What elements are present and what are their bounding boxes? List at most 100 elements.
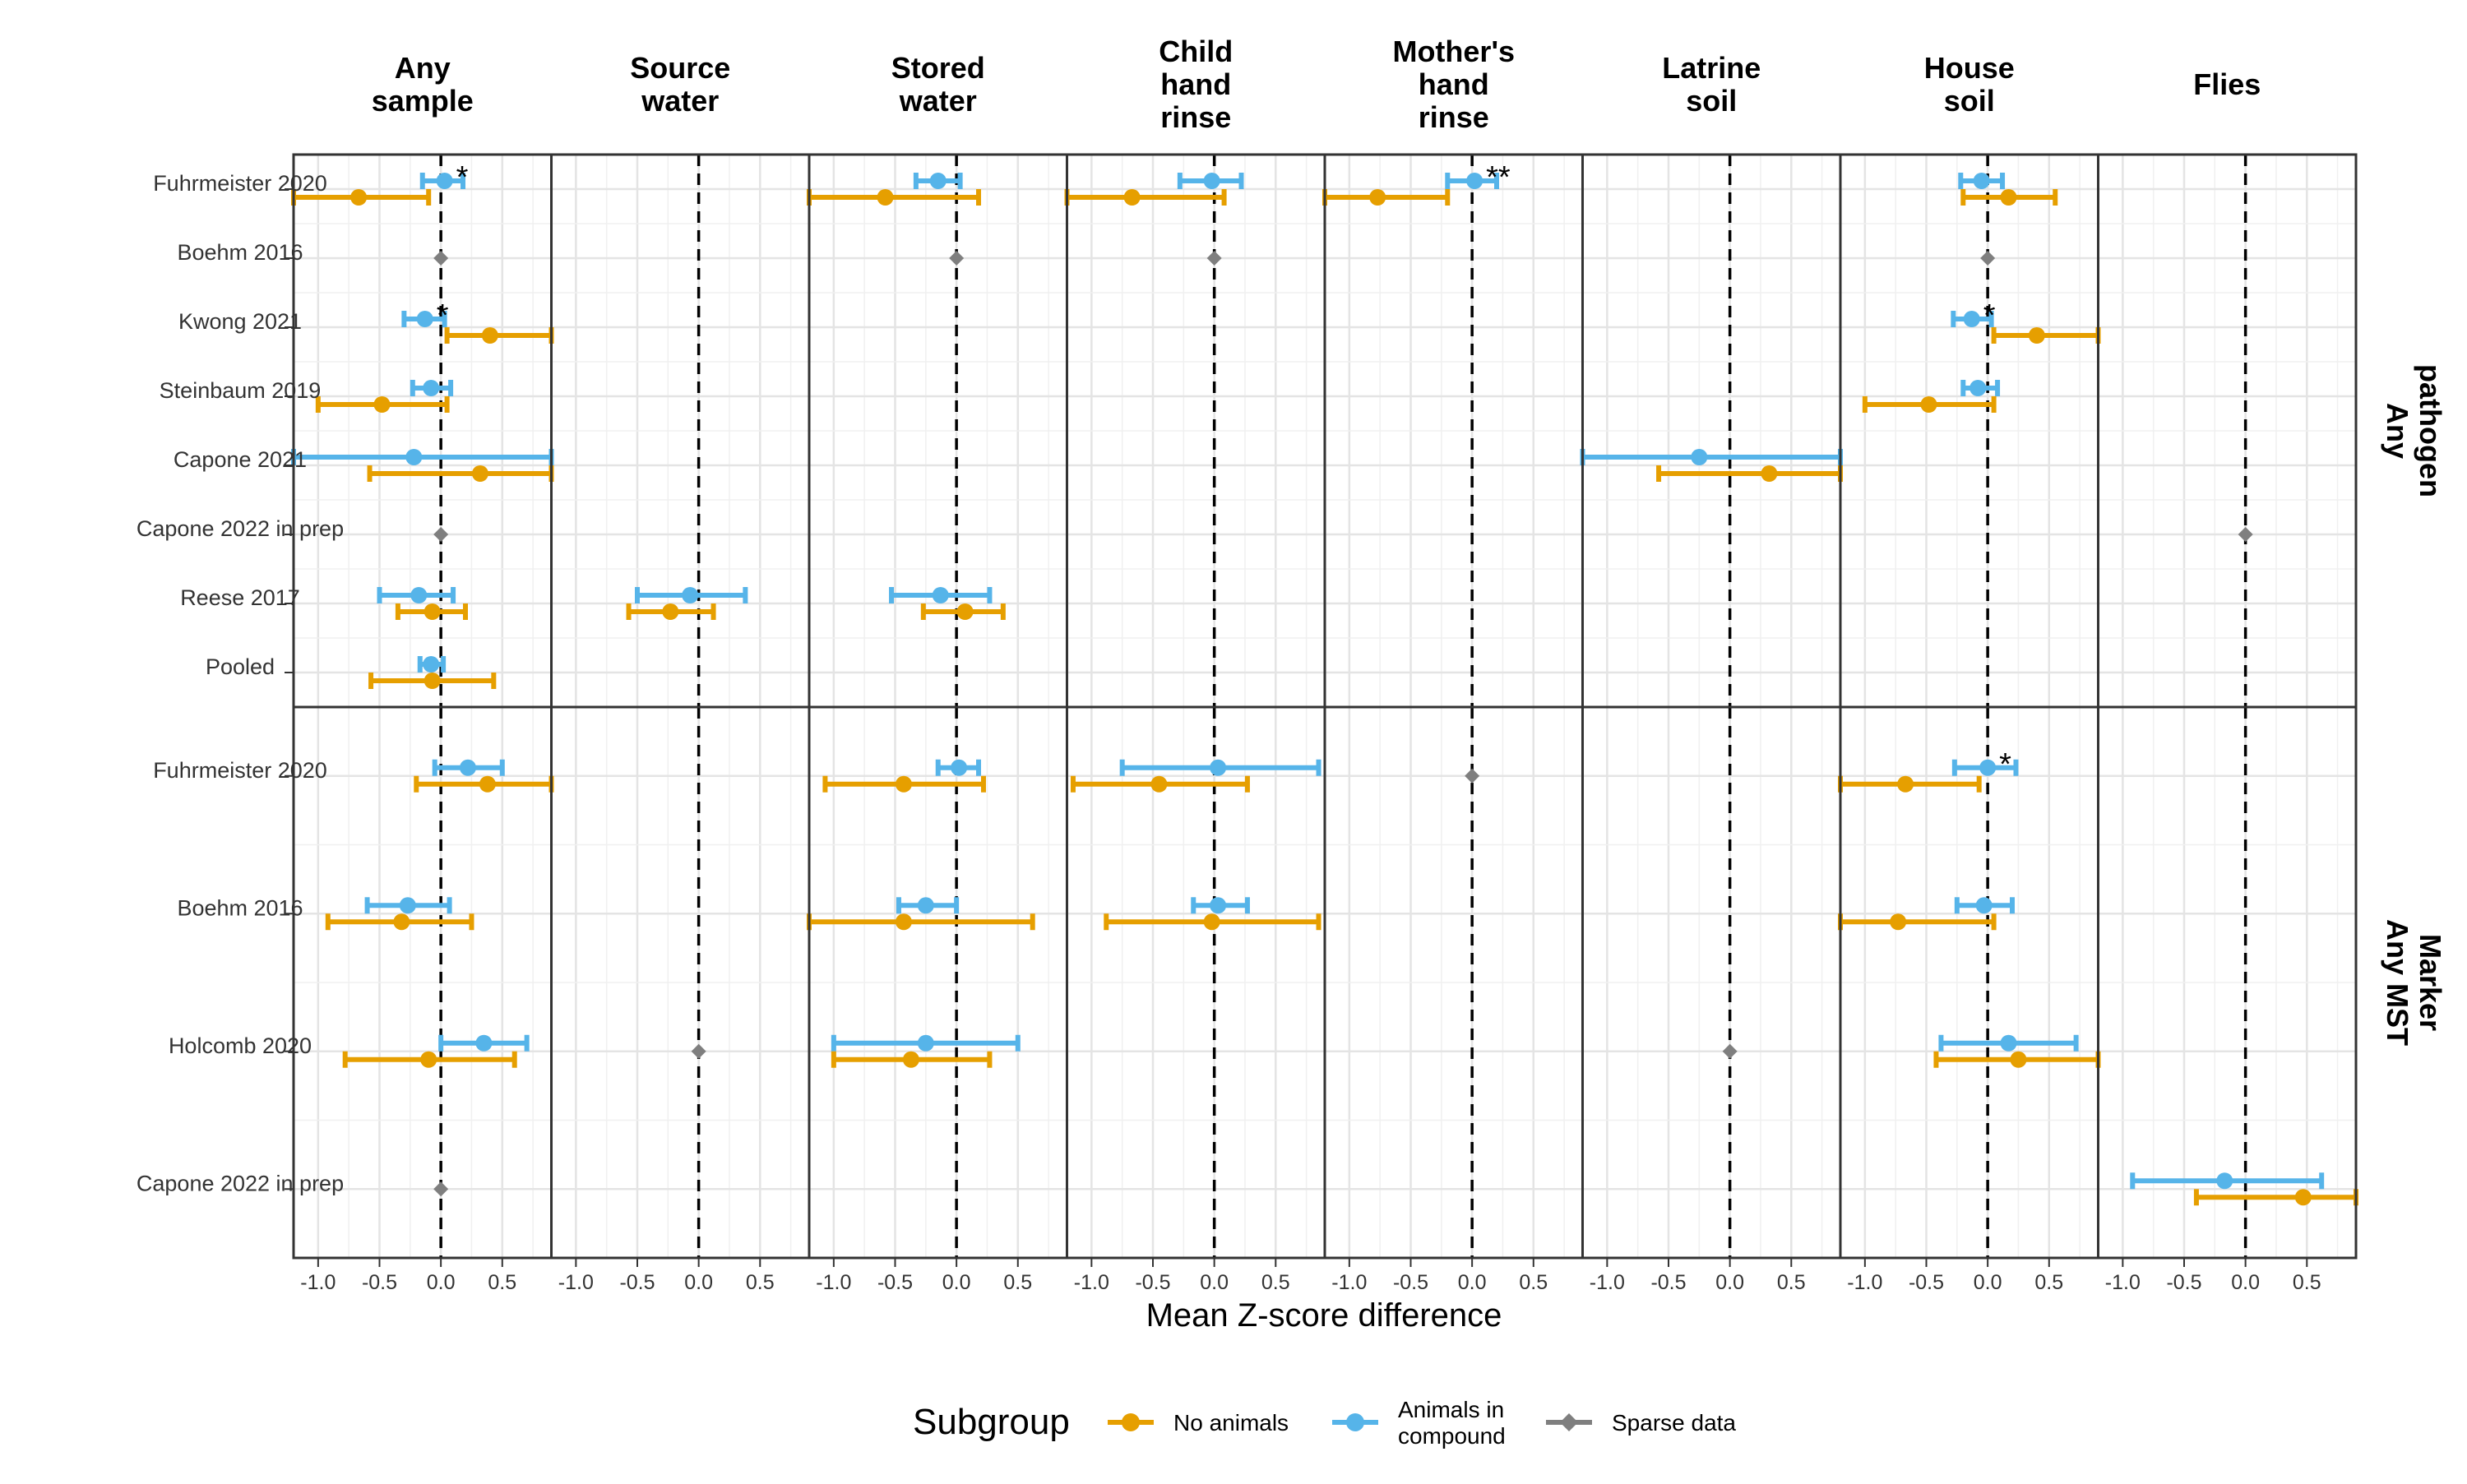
row-strip-title: Anypathogen: [2381, 364, 2447, 497]
significance-marker: *: [456, 160, 469, 195]
facet-title-line: hand: [1160, 67, 1231, 101]
animals-estimate-point: [2216, 1172, 2233, 1190]
animals-estimate-point: [399, 897, 416, 914]
legend-title: Subgroup: [913, 1402, 1070, 1442]
facet-title-line: hand: [1419, 67, 1489, 101]
no-animals-estimate-point: [1890, 913, 1907, 931]
facet-title: Any sample: [372, 51, 474, 118]
animals-estimate-point: [917, 897, 934, 914]
x-tick-label: 0.5: [746, 1271, 775, 1294]
significance-marker: *: [1999, 747, 2011, 782]
no-animals-estimate-point: [1203, 913, 1220, 931]
no-animals-estimate-point: [350, 189, 368, 206]
no-animals-estimate-point: [1369, 189, 1386, 206]
study-label: Steinbaum 2019: [160, 378, 322, 403]
sparse-data-point: [1980, 251, 1996, 266]
animals-estimate-point: [416, 311, 433, 327]
facet-title-line: soil: [1944, 84, 1995, 118]
study-label: Holcomb 2020: [169, 1033, 312, 1058]
facet-title-line: rinse: [1160, 100, 1231, 134]
no-animals-estimate-point: [373, 396, 391, 413]
no-animals-estimate-point: [2028, 327, 2045, 344]
facet-title-line: Source: [630, 51, 730, 85]
x-tick-label: -1.0: [1590, 1271, 1625, 1294]
reference-lines: [439, 155, 2247, 1258]
animals-estimate-point: [436, 173, 453, 189]
no-animals-estimate-point: [956, 603, 974, 620]
legend-label: No animals: [1173, 1410, 1289, 1435]
no-animals-estimate-point: [902, 1051, 919, 1068]
study-label: Fuhrmeister 2020: [153, 171, 327, 196]
x-tick-label: -0.5: [1650, 1271, 1686, 1294]
legend: Subgroup No animals Animals in compound Spa…: [913, 1397, 1736, 1449]
x-tick-label: -0.5: [619, 1271, 655, 1294]
no-animals-estimate-point: [420, 1051, 437, 1068]
study-label: Boehm 2016: [177, 895, 303, 920]
animals-estimate-point: [423, 656, 440, 673]
animals-estimate-point: [682, 587, 699, 603]
animals-estimate-point: [951, 759, 968, 776]
x-tick-label: 0.5: [1777, 1271, 1806, 1294]
animals-estimate-point: [1691, 449, 1708, 465]
no-animals-estimate-point: [2010, 1051, 2027, 1068]
no-animals-estimate-point: [479, 775, 496, 793]
no-animals-estimate-point: [877, 189, 894, 206]
legend-key-dot: [1346, 1413, 1364, 1431]
no-animals-estimate-point: [1897, 775, 1914, 793]
row-strip-title-line: pathogen: [2414, 364, 2447, 497]
legend-label-line: Sparse data: [1612, 1410, 1736, 1435]
facet-title-line: Mother's: [1392, 35, 1515, 68]
facet-title-line: water: [899, 84, 977, 118]
sparse-data-point: [433, 251, 449, 266]
facet-title: Flies: [2193, 67, 2261, 101]
row-strip-title: Any MSTMarker: [2381, 919, 2447, 1046]
sparse-data-point: [433, 1181, 449, 1197]
sparse-data-point: [2238, 527, 2253, 542]
x-tick-label: 0.0: [684, 1271, 713, 1294]
legend-label-line: No animals: [1173, 1410, 1289, 1435]
legend-label: Animals in compound: [1398, 1397, 1506, 1449]
legend-label: Sparse data: [1612, 1410, 1736, 1435]
x-tick-label: -0.5: [1135, 1271, 1170, 1294]
x-tick-label: -0.5: [1393, 1271, 1428, 1294]
x-tick-label: 0.0: [1200, 1271, 1229, 1294]
animals-estimate-point: [1466, 173, 1483, 189]
no-animals-estimate-point: [424, 603, 441, 620]
data-points: ******: [291, 160, 2358, 1206]
facet-title: House soil: [1924, 51, 2015, 118]
x-tick-label: 0.5: [1519, 1271, 1548, 1294]
sparse-data-point: [949, 251, 965, 266]
x-tick-label: -1.0: [1847, 1271, 1882, 1294]
facet-title-line: Child: [1159, 35, 1233, 68]
facet-title: Stored water: [891, 51, 985, 118]
no-animals-estimate-point: [895, 913, 912, 931]
x-tick-label: 0.0: [2231, 1271, 2260, 1294]
sparse-data-point: [691, 1043, 706, 1059]
animals-estimate-point: [1203, 173, 1220, 189]
x-tick-label: -0.5: [2166, 1271, 2201, 1294]
significance-marker: **: [1486, 160, 1511, 195]
x-tick-label: -1.0: [1331, 1271, 1367, 1294]
study-label: Boehm 2016: [177, 240, 303, 265]
sparse-data-point: [1722, 1043, 1738, 1059]
animals-estimate-point: [423, 380, 440, 396]
x-tick-label: 0.5: [1003, 1271, 1032, 1294]
animals-estimate-point: [1210, 759, 1227, 776]
no-animals-estimate-point: [2294, 1189, 2312, 1206]
study-label: Reese 2017: [180, 585, 300, 610]
facet-title-line: Flies: [2193, 67, 2261, 101]
animals-estimate-point: [1969, 380, 1987, 396]
facet-title-line: Stored: [891, 51, 985, 85]
x-tick-label: -0.5: [877, 1271, 913, 1294]
x-tick-label: 0.0: [427, 1271, 456, 1294]
x-tick-label: -0.5: [362, 1271, 397, 1294]
x-tick-label: 0.5: [488, 1271, 516, 1294]
sparse-data-point: [433, 527, 449, 542]
animals-estimate-point: [1979, 759, 1997, 776]
legend-label-line: Animals in: [1398, 1397, 1504, 1422]
panel-frames: [292, 153, 2358, 1260]
x-tick-label: 0.0: [1458, 1271, 1487, 1294]
study-label: Fuhrmeister 2020: [153, 758, 327, 783]
